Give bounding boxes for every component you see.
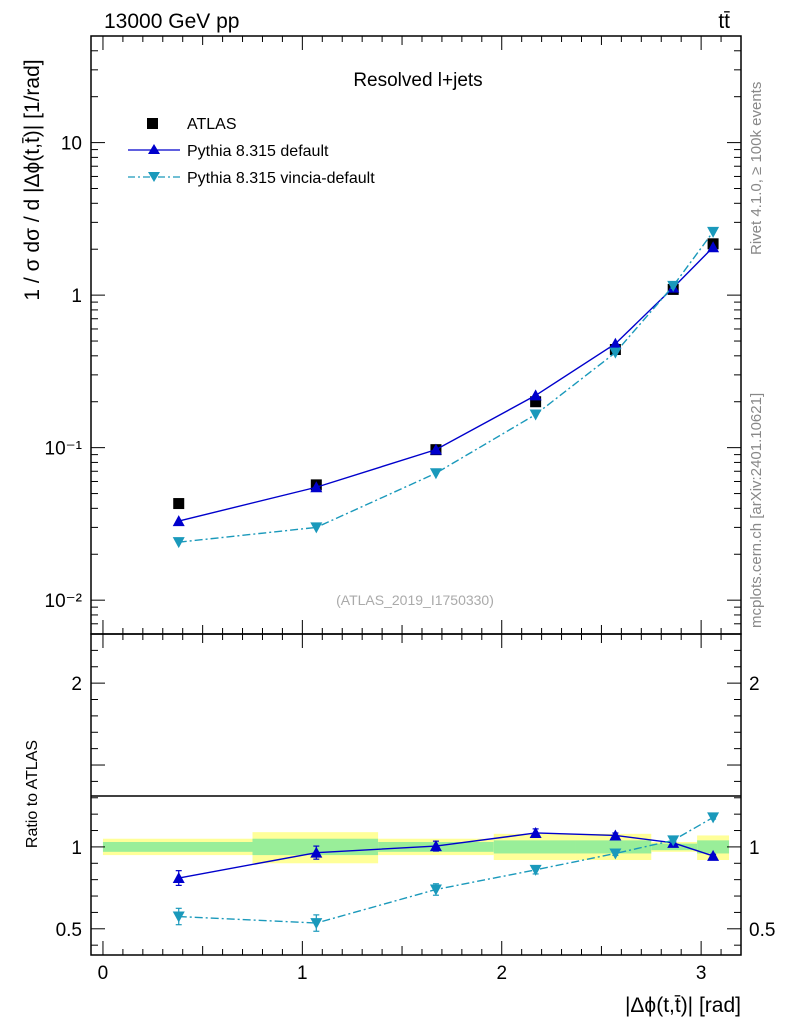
main-ytick-label: 10 [61, 134, 82, 155]
energy-label: 13000 GeV pp [104, 10, 239, 33]
main-series [172, 226, 720, 549]
legend-marker-vincia [148, 172, 160, 182]
default-data-point [310, 481, 323, 493]
default-data-point [707, 241, 720, 253]
main-ytick-label: 10⁻² [45, 591, 83, 612]
legend: ATLAS Pythia 8.315 default Pythia 8.315 … [128, 116, 375, 187]
default-data-point [429, 443, 442, 455]
main-ytick-label: 10⁻¹ [45, 439, 83, 460]
ratio-ytick-label-right: 2 [749, 674, 760, 695]
ratio-ytick-label-left: 1 [71, 838, 82, 859]
legend-marker-default [148, 144, 160, 154]
atlas-data-point [173, 498, 185, 510]
ratio-axis-ticks: 2 2 1 1 0.5 0.5 0 1 2 3 [56, 633, 775, 984]
ratio-default-point [429, 840, 442, 852]
vincia-data-point [667, 280, 680, 292]
ratio-vincia-point [609, 848, 622, 860]
watermark: (ATLAS_2019_I1750330) [336, 592, 494, 608]
ratio-vincia-point [667, 835, 680, 847]
legend-label-default: Pythia 8.315 default [187, 143, 329, 160]
ratio-ytick-label-left: 0.5 [56, 920, 82, 941]
ratio-default-point [310, 846, 323, 858]
ratio-vincia-point [310, 918, 323, 930]
ratio-xtick-label: 0 [98, 963, 109, 984]
main-series-line [178, 231, 714, 543]
ratio-vincia-point [529, 864, 542, 876]
default-data-point [609, 337, 622, 349]
ratio-panel: 2 2 1 1 0.5 0.5 0 1 2 3 Ratio to ATLAS |Δϕ(t,t̄)|… [24, 633, 775, 1017]
vincia-data-point [707, 226, 720, 238]
atlas-data-point [530, 396, 542, 408]
ratio-vincia-point [429, 884, 442, 896]
main-ylabel: 1 / σ dσ / d |Δϕ(t,t̄)| [1/rad] [21, 59, 44, 300]
ratio-ytick-label-right: 1 [749, 838, 760, 859]
main-series-line [178, 246, 714, 522]
ratio-band-green [575, 840, 652, 854]
ratio-frame [90, 633, 742, 956]
ratio-band-green [493, 840, 576, 854]
main-axis-ticks: 10 1 10⁻¹ 10⁻² [45, 35, 741, 635]
ratio-vincia-point [172, 911, 185, 923]
legend-label-vincia: Pythia 8.315 vincia-default [187, 170, 375, 187]
rivet-label: Rivet 4.1.0, ≥ 100k events [748, 82, 765, 255]
ratio-ytick-label-right: 0.5 [749, 920, 775, 941]
process-label: tt̄ [718, 10, 730, 33]
legend-marker-atlas [147, 118, 158, 129]
legend-label-atlas: ATLAS [187, 116, 237, 133]
ratio-default-point [172, 872, 185, 884]
ratio-default-point [707, 849, 720, 861]
ratio-band-green [697, 840, 730, 854]
ratio-ytick-label-left: 2 [71, 674, 82, 695]
ratio-vincia-point [707, 812, 720, 824]
ratio-xlabel: |Δϕ(t,t̄)| [rad] [625, 994, 741, 1017]
ratio-default-point [529, 826, 542, 838]
vincia-data-point [429, 468, 442, 480]
default-data-point [172, 515, 185, 527]
vincia-data-point [310, 522, 323, 534]
vincia-data-point [172, 537, 185, 549]
ratio-xtick-label: 3 [696, 963, 707, 984]
mcplots-label: mcplots.cern.ch [arXiv:2401.10621] [748, 393, 765, 628]
default-data-point [529, 389, 542, 401]
vincia-data-point [529, 409, 542, 421]
vincia-data-point [609, 347, 622, 359]
main-panel: 10 1 10⁻¹ 10⁻² 1 / σ dσ / d |Δϕ(t,t̄)| [1/r… [21, 35, 742, 635]
ratio-series [172, 812, 720, 932]
ratio-default-point [609, 829, 622, 841]
ratio-xtick-label: 1 [297, 963, 308, 984]
main-title: Resolved l+jets [353, 70, 482, 91]
ratio-xtick-label: 2 [496, 963, 507, 984]
ratio-band-green [102, 841, 253, 852]
main-ytick-label: 1 [71, 286, 82, 307]
ratio-ylabel: Ratio to ATLAS [24, 740, 41, 848]
